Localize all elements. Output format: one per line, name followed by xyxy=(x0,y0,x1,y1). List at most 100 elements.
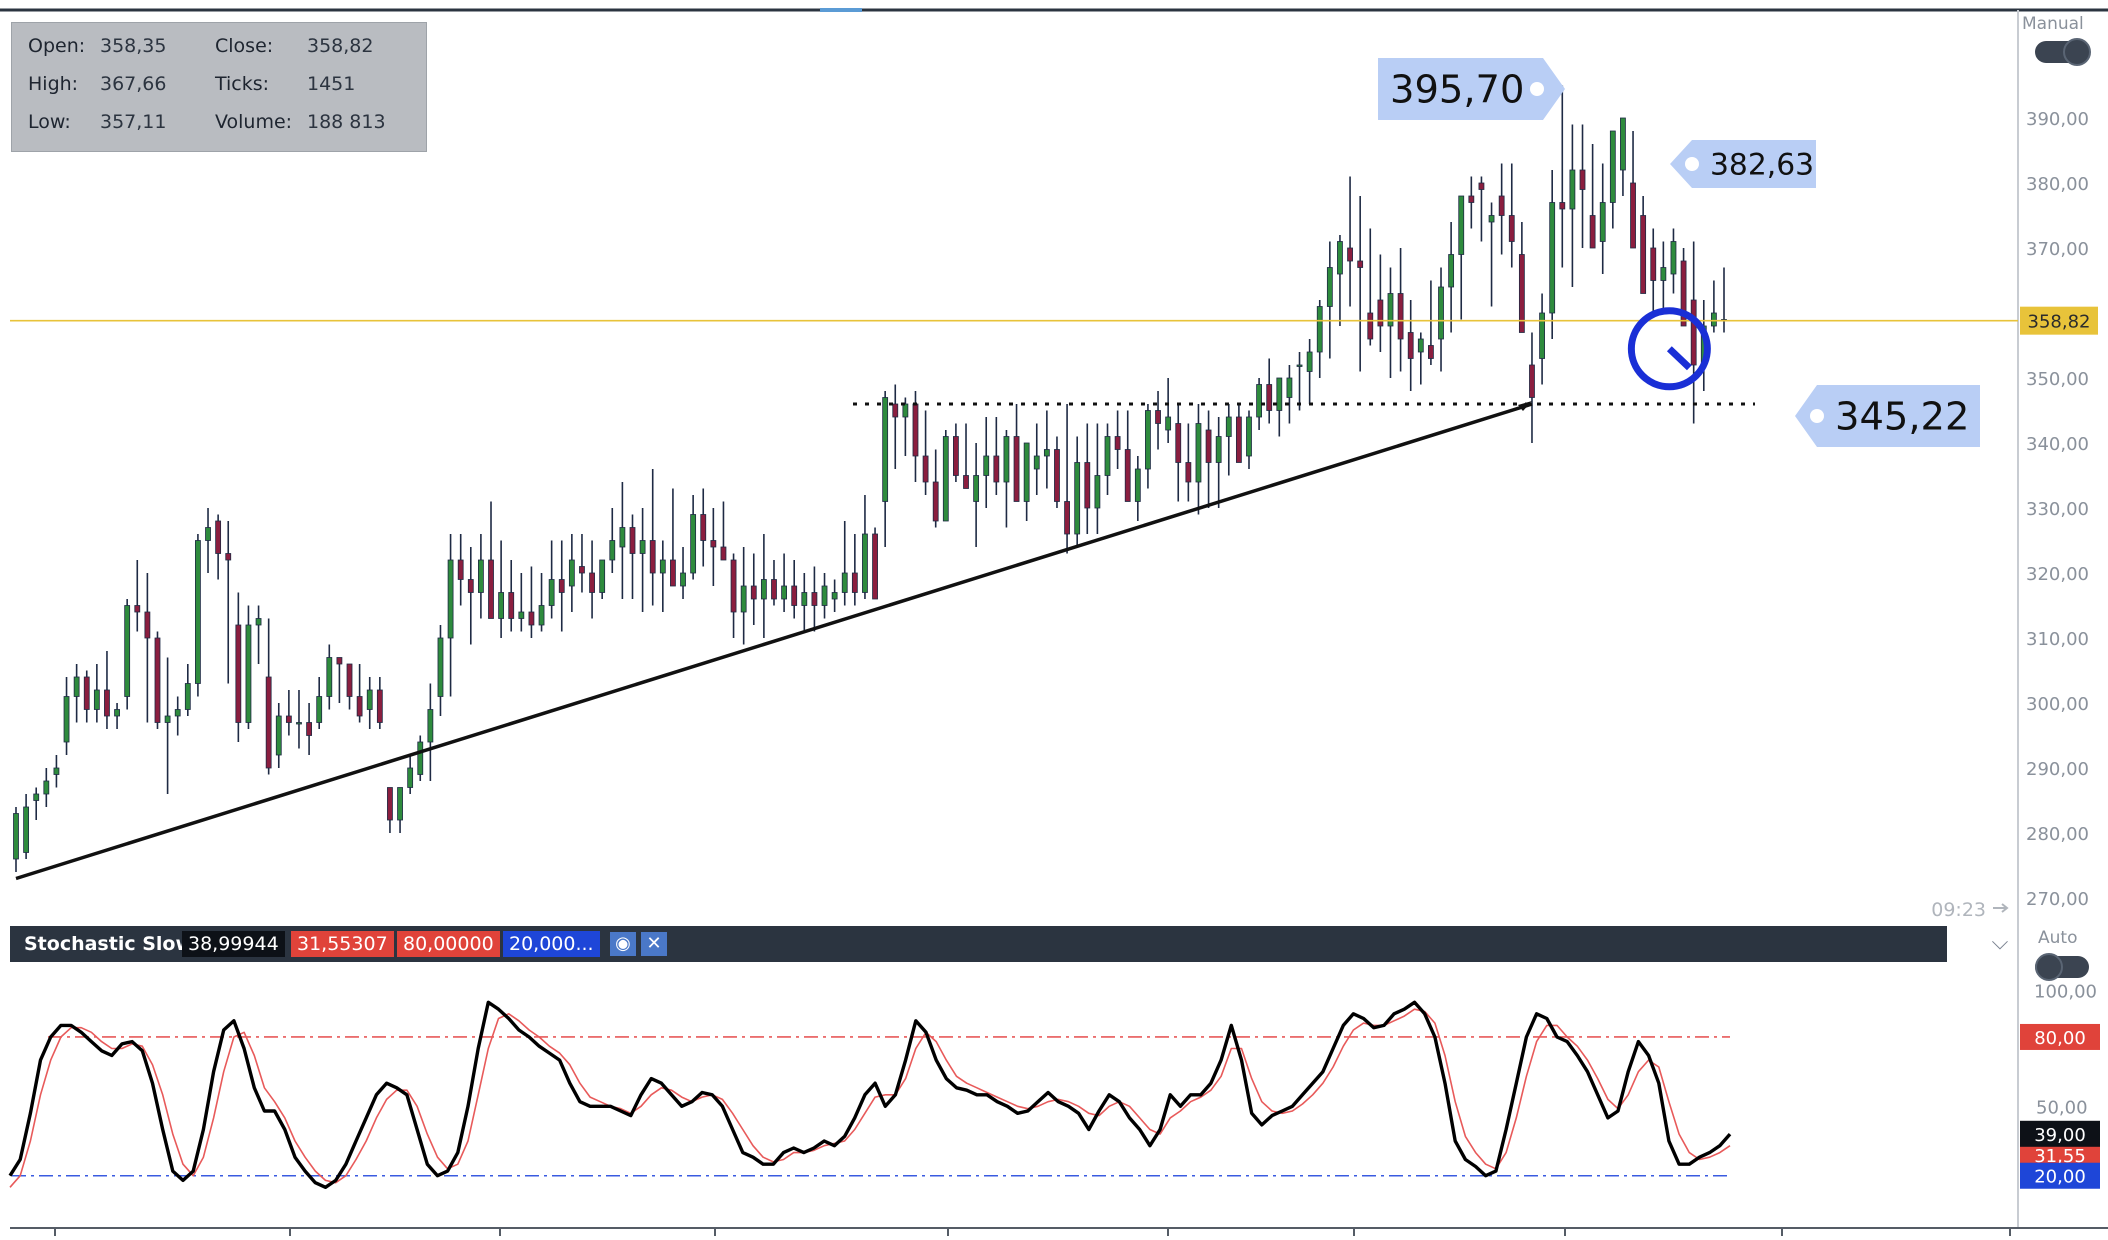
candle-body xyxy=(1377,299,1384,327)
eye-icon[interactable]: ◉ xyxy=(610,932,636,956)
candle-body xyxy=(730,559,737,613)
price-tick-label: 340,00 xyxy=(2026,434,2089,455)
toggle-knob-icon xyxy=(2035,953,2063,981)
candle-body xyxy=(670,559,676,587)
candle-body xyxy=(1185,462,1192,483)
candle-body xyxy=(1650,247,1657,281)
candle-body xyxy=(1306,351,1313,372)
candle-body xyxy=(1589,215,1596,249)
candle-body xyxy=(1074,462,1081,535)
candle-body xyxy=(841,572,848,593)
indicator-k-value: 38,99944 xyxy=(182,931,285,957)
stoch-d-line xyxy=(9,1008,1731,1188)
candle-body xyxy=(1539,312,1545,359)
candle-body xyxy=(993,455,1000,483)
candle-body xyxy=(1033,455,1040,470)
clock-icon[interactable] xyxy=(1627,307,1711,391)
candle-body xyxy=(265,676,272,769)
candle-body xyxy=(811,592,818,606)
candle-body xyxy=(892,403,899,418)
candle-body xyxy=(477,559,484,593)
stoch-badge-k xyxy=(2020,1120,2100,1147)
candle-body xyxy=(437,637,444,697)
candle-body xyxy=(932,481,939,522)
candle-body xyxy=(771,579,777,600)
callout-dot xyxy=(1810,409,1824,423)
candle-body xyxy=(1286,377,1293,398)
candle-body xyxy=(1670,241,1677,275)
chevron-down-icon[interactable]: ⌵ xyxy=(1991,930,2009,955)
candle-body xyxy=(144,611,151,639)
candle-body xyxy=(720,546,727,561)
price-callout-high[interactable]: 395,70 xyxy=(1378,58,1565,120)
candle-body xyxy=(1569,169,1576,210)
candle-body xyxy=(245,624,252,723)
candle-body xyxy=(1054,449,1060,502)
candle-body xyxy=(447,559,454,639)
price-callout-lower-high[interactable]: 382,63 xyxy=(1670,140,1816,188)
candle-body xyxy=(1225,416,1232,437)
close-icon[interactable]: ✕ xyxy=(641,932,667,956)
candle-body xyxy=(791,585,798,606)
candle-body xyxy=(23,806,30,853)
close-label: Close: xyxy=(215,35,274,57)
candle-body xyxy=(184,683,191,710)
stoch-badge-80-text: 80,00 xyxy=(2034,1028,2086,1049)
indicator-header: Stochastic Slow 38,99944 31,55307 80,000… xyxy=(10,926,1947,962)
candle-body xyxy=(488,559,494,619)
drawing-annotations[interactable]: 358,82 395,70 382,63 345,22 xyxy=(10,58,2098,881)
candle-body xyxy=(1266,384,1273,411)
price-callout-support[interactable]: 345,22 xyxy=(1795,385,1980,447)
indicator-name: Stochastic Slow xyxy=(24,933,194,955)
candle-body xyxy=(639,540,646,554)
candle-body xyxy=(1367,312,1374,340)
candle-body xyxy=(589,572,595,593)
candle-body xyxy=(1630,182,1636,249)
candle-body xyxy=(53,767,60,775)
candle-body xyxy=(690,514,697,574)
scroll-indicator[interactable] xyxy=(820,8,862,12)
candle-body xyxy=(963,475,969,489)
candle-body xyxy=(1448,254,1455,288)
candle-body xyxy=(1710,312,1717,327)
candle-body xyxy=(366,689,373,710)
stoch-k-line xyxy=(8,1000,1732,1190)
goto-realtime-icon[interactable] xyxy=(1993,903,2009,913)
stoch-tick-label: 50,00 xyxy=(2036,1097,2088,1118)
candle-body xyxy=(680,572,686,587)
candle-body xyxy=(1064,501,1070,535)
candle-body xyxy=(154,637,161,723)
candle-body xyxy=(1609,130,1616,203)
candle-body xyxy=(1013,436,1020,502)
candle-body xyxy=(973,475,980,502)
candle-body xyxy=(306,722,312,736)
candle-body xyxy=(568,559,575,587)
candle-body xyxy=(285,715,292,723)
candle-body xyxy=(649,540,656,574)
candle-body xyxy=(518,611,525,619)
candle-body xyxy=(83,676,90,710)
stoch-badge-20-text: 20,00 xyxy=(2034,1167,2086,1188)
candle-body xyxy=(942,436,949,522)
candle-body xyxy=(1326,267,1333,307)
high-label: High: xyxy=(28,73,79,95)
candle-body xyxy=(225,553,232,561)
candle-body xyxy=(124,605,131,697)
candle-body xyxy=(93,689,100,710)
candle-body xyxy=(336,657,343,665)
candle-body xyxy=(922,455,929,483)
indicator-scale-mode-label: Auto xyxy=(2038,928,2078,948)
indicator-scale-mode-toggle[interactable] xyxy=(2035,953,2089,981)
trendline[interactable] xyxy=(15,402,1533,881)
price-tick-label: 380,00 xyxy=(2026,174,2089,195)
candle-body xyxy=(528,611,535,626)
candle-body xyxy=(821,585,828,606)
price-callout-lower-high-shape xyxy=(1670,140,1816,188)
candle-body xyxy=(659,559,666,574)
volume-label: Volume: xyxy=(215,111,293,133)
candle-body xyxy=(619,527,626,548)
price-scale-mode-toggle[interactable] xyxy=(2035,38,2091,66)
candle-body xyxy=(255,618,262,626)
ticks-label: Ticks: xyxy=(215,73,270,95)
